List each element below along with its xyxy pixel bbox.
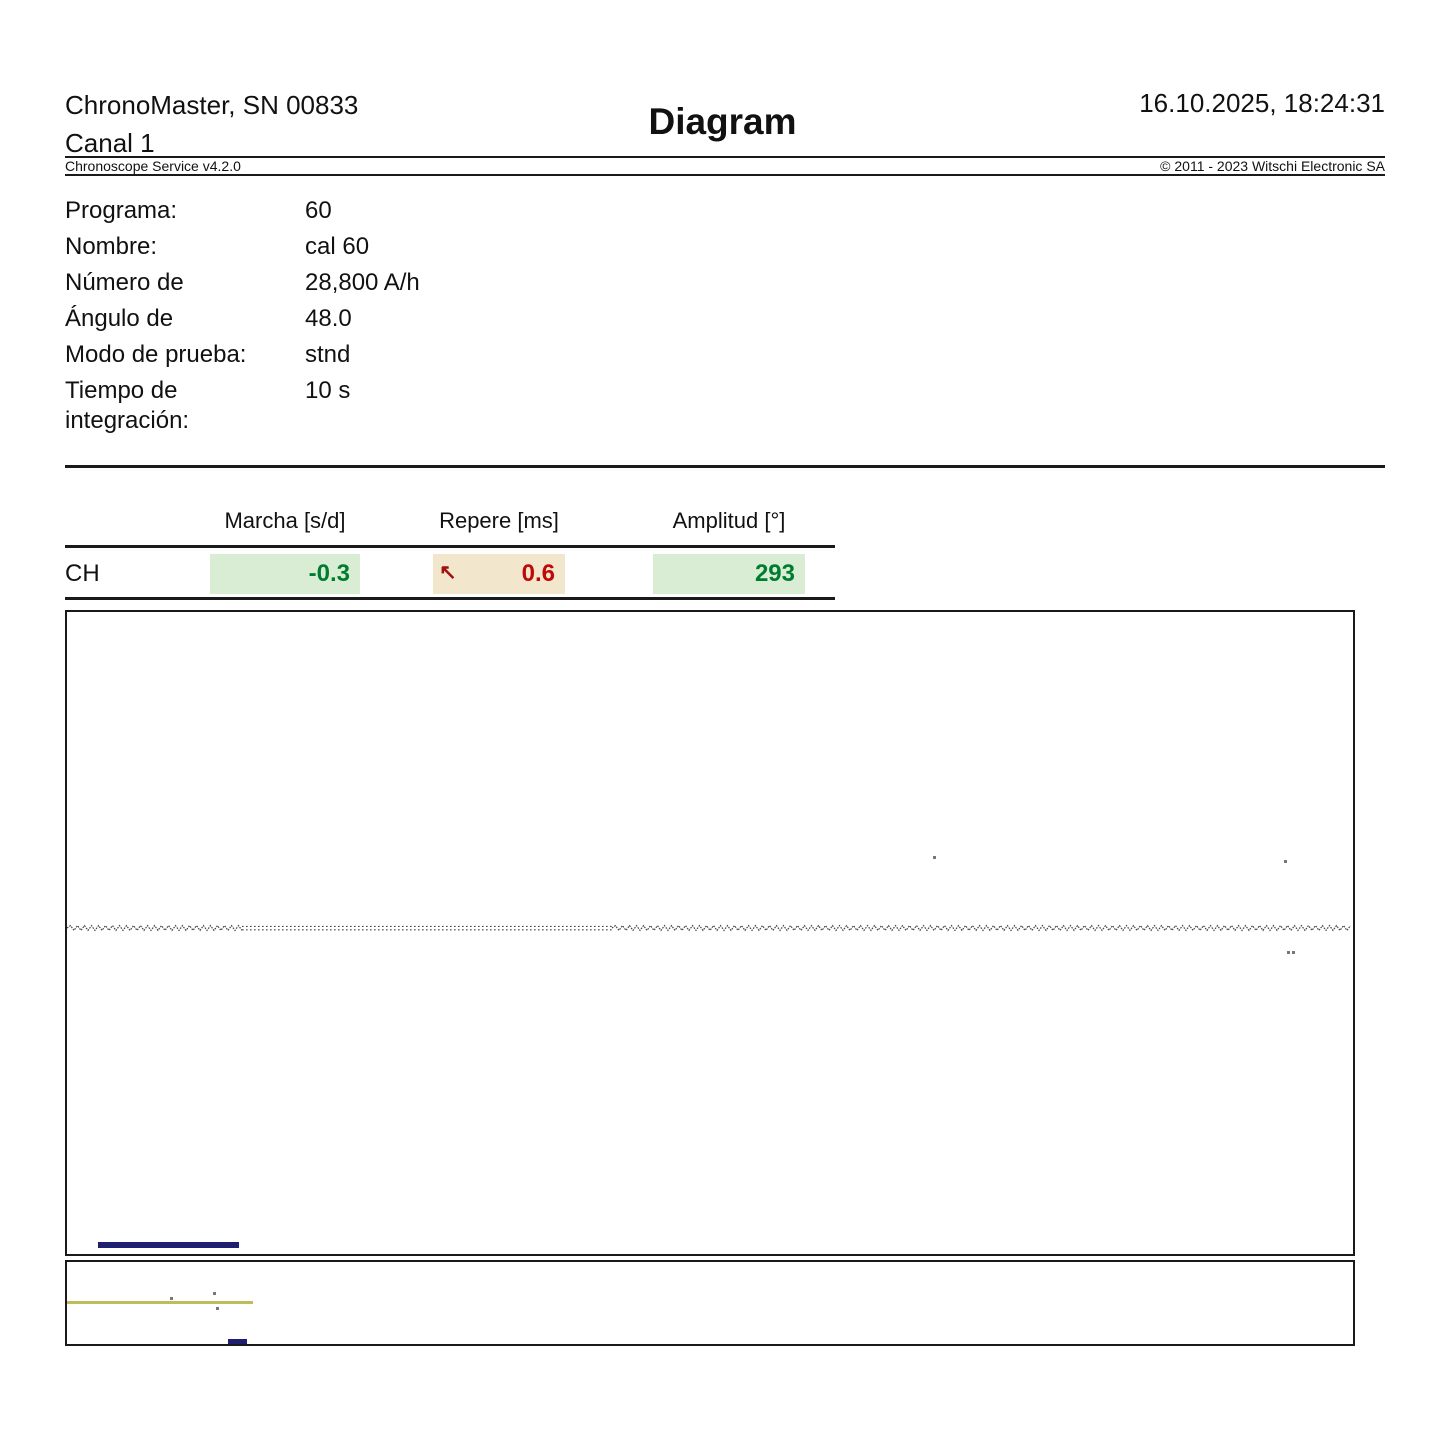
header-left: ChronoMaster, SN 00833 Canal 1 bbox=[65, 86, 358, 162]
channel-label: Canal 1 bbox=[65, 128, 155, 158]
column-header-repere: Repere [ms] bbox=[439, 508, 559, 533]
copyright-notice: © 2011 - 2023 Witschi Electronic SA bbox=[1160, 158, 1385, 174]
param-value: 48.0 bbox=[305, 305, 352, 332]
sub-header: Chronoscope Service v4.2.0 © 2011 - 2023… bbox=[65, 158, 1385, 174]
trace-speck bbox=[213, 1292, 216, 1295]
beat-rate-line bbox=[67, 1301, 253, 1304]
trace-speck bbox=[216, 1307, 219, 1310]
amplitude-scale-bar bbox=[98, 1242, 239, 1248]
page-title: Diagram bbox=[648, 101, 797, 142]
timing-trace bbox=[67, 924, 1351, 932]
column-header-marcha: Marcha [s/d] bbox=[224, 508, 346, 533]
param-row-tiempo: Tiempo de integración: 10 s bbox=[65, 370, 765, 436]
diagram-plot-area bbox=[65, 610, 1355, 1256]
header-rule-top bbox=[65, 156, 1385, 158]
param-label: Número de bbox=[65, 269, 184, 296]
param-label: Modo de prueba: bbox=[65, 341, 247, 368]
repere-value: 0.6 bbox=[521, 560, 555, 587]
marcha-value-cell: -0.3 bbox=[210, 554, 360, 594]
repere-value-cell: ↖ 0.6 bbox=[433, 554, 565, 594]
trace-speck bbox=[170, 1297, 173, 1300]
param-label: Ángulo de bbox=[65, 305, 174, 332]
column-header-amplitud: Amplitud [°] bbox=[672, 508, 786, 533]
trace-speck bbox=[1284, 860, 1287, 863]
param-row-angulo: Ángulo de 48.0 bbox=[65, 298, 765, 334]
param-value: stnd bbox=[305, 341, 351, 368]
param-value: 28,800 A/h bbox=[305, 269, 420, 296]
param-value: 10 s bbox=[305, 377, 351, 404]
param-label: Nombre: bbox=[65, 233, 158, 260]
parameter-list: Programa: 60 Nombre: cal 60 Número de 28… bbox=[65, 190, 765, 436]
trace-speck bbox=[1292, 951, 1295, 954]
trace-speck bbox=[933, 856, 936, 859]
table-rule-top bbox=[65, 545, 835, 548]
report-datetime: 16.10.2025, 18:24:31 bbox=[1139, 88, 1385, 118]
param-row-nombre: Nombre: cal 60 bbox=[65, 226, 765, 262]
channel-row-label: CH bbox=[65, 560, 100, 587]
results-table: Marcha [s/d] Repere [ms] Amplitud [°] CH… bbox=[65, 505, 835, 600]
param-label: Programa: bbox=[65, 197, 178, 224]
marker-dash bbox=[228, 1339, 247, 1344]
header-rule-bottom bbox=[65, 174, 1385, 176]
param-value: 60 bbox=[305, 197, 332, 224]
parameters-rule bbox=[65, 465, 1385, 468]
software-version: Chronoscope Service v4.2.0 bbox=[65, 158, 241, 174]
param-value: cal 60 bbox=[305, 233, 370, 260]
param-label: Tiempo de integración: bbox=[65, 377, 190, 434]
param-row-programa: Programa: 60 bbox=[65, 190, 765, 226]
param-row-modo: Modo de prueba: stnd bbox=[65, 334, 765, 370]
trace-speck bbox=[1287, 951, 1290, 954]
table-rule-bottom bbox=[65, 597, 835, 600]
amplitud-value-cell: 293 bbox=[653, 554, 805, 594]
lower-plot-area bbox=[65, 1260, 1355, 1346]
beat-error-arrow-icon: ↖ bbox=[439, 561, 457, 584]
device-title: ChronoMaster, SN 00833 bbox=[65, 90, 359, 120]
param-row-numero: Número de 28,800 A/h bbox=[65, 262, 765, 298]
